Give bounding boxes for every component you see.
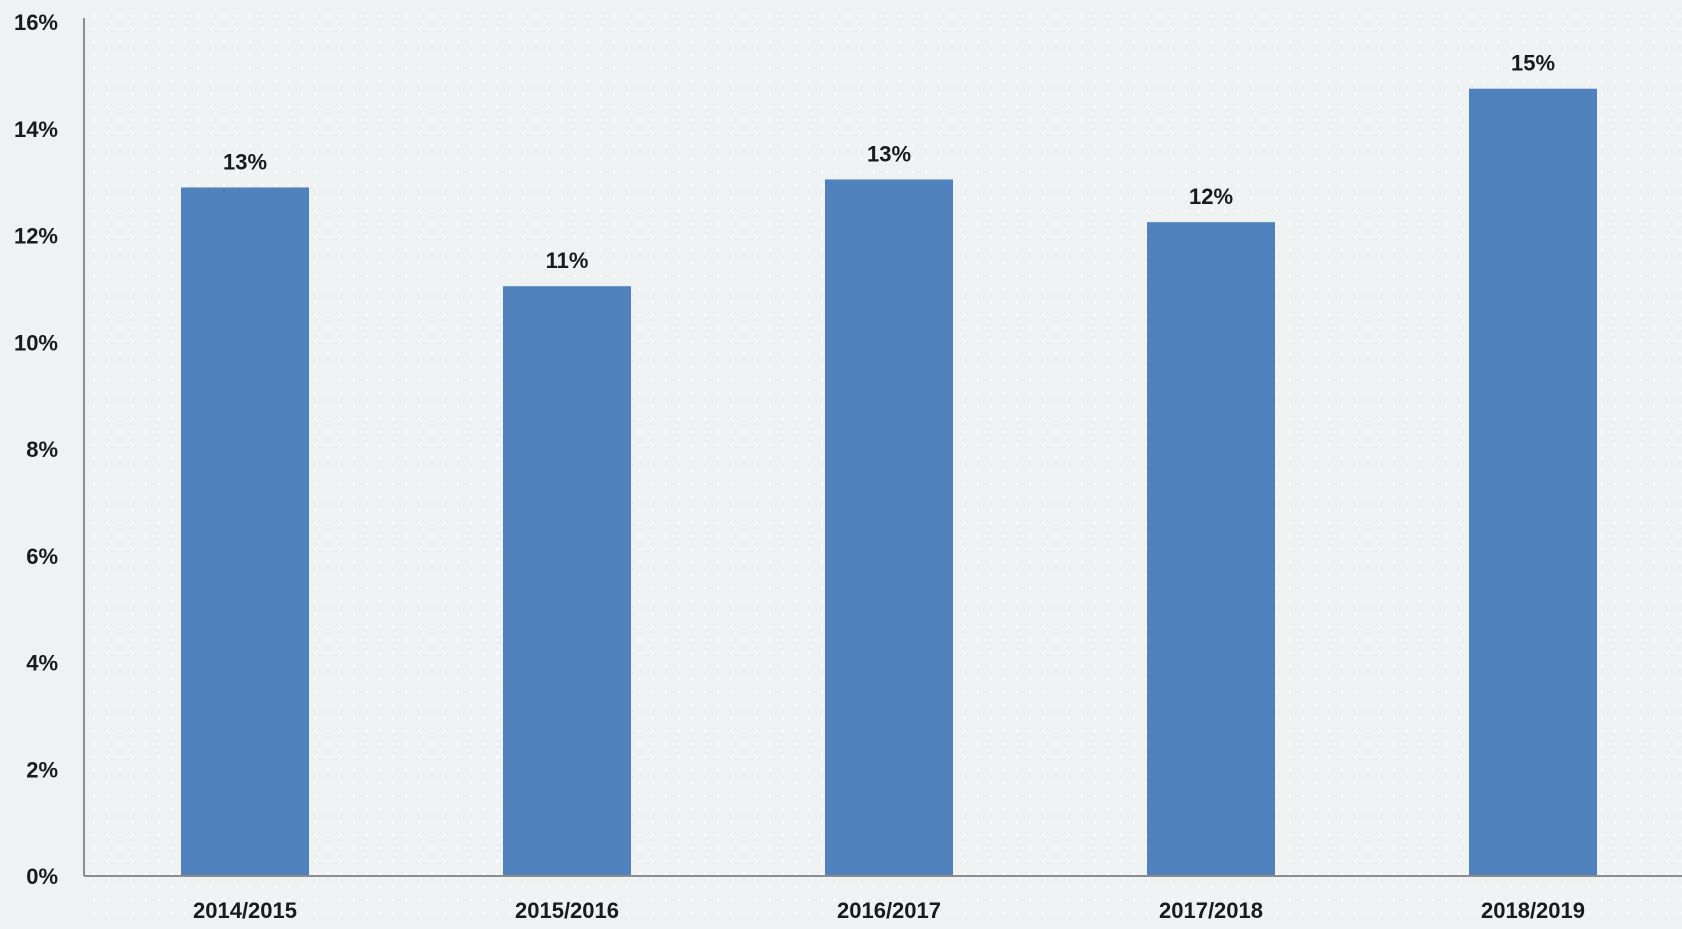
bar (1147, 222, 1275, 876)
y-tick-label: 12% (14, 224, 58, 249)
data-labels-group: 13% 11% 13% 12% 15% (223, 51, 1555, 273)
data-label: 11% (546, 248, 589, 273)
data-label: 12% (1189, 184, 1233, 209)
x-tick-label: 2018/2019 (1481, 898, 1585, 923)
bars-group (181, 88, 1597, 877)
x-tick-label: 2014/2015 (193, 898, 297, 923)
y-tick-label: 2% (26, 757, 58, 782)
x-axis-ticks: 2014/2015 2015/2016 2016/2017 2017/2018 2018… (193, 898, 1585, 923)
y-tick-label: 0% (26, 864, 58, 889)
y-tick-label: 14% (14, 117, 58, 142)
y-tick-label: 8% (26, 437, 58, 462)
x-tick-label: 2015/2016 (515, 898, 619, 923)
y-tick-label: 10% (14, 330, 58, 355)
data-label: 13% (223, 149, 267, 174)
bar (503, 286, 631, 876)
y-axis-ticks: 0% 2% 4% 6% 8% 10% 12% 14% 16% (14, 10, 58, 889)
data-label: 13% (867, 141, 911, 166)
y-tick-label: 16% (14, 10, 58, 35)
bar (1469, 88, 1597, 876)
data-label: 15% (1511, 51, 1555, 76)
bar (181, 187, 309, 876)
y-tick-label: 4% (26, 651, 58, 676)
bar (825, 179, 953, 877)
y-tick-label: 6% (26, 544, 58, 569)
x-tick-label: 2016/2017 (837, 898, 941, 923)
x-tick-label: 2017/2018 (1159, 898, 1263, 923)
